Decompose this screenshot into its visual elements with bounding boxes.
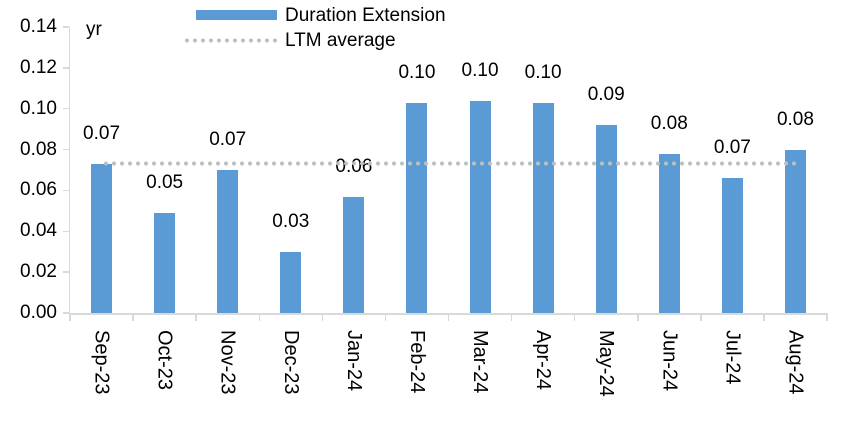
x-axis-tick [763,313,765,321]
bar-value-label-apr-24: 0.10 [524,61,562,83]
bar-jan-24 [343,196,365,313]
y-axis-tick [63,271,69,273]
bar-sep-23 [91,163,113,313]
bar-jun-24 [658,153,680,313]
bar-aug-24 [784,149,806,313]
bar-nov-23 [217,170,239,313]
x-axis-label-jun-24: Jun-24 [658,330,681,392]
bar-feb-24 [406,102,428,313]
legend-bar-swatch-icon [196,10,277,20]
x-axis-label-apr-24: Apr-24 [532,330,555,391]
x-axis-label-aug-24: Aug-24 [784,330,807,395]
bar-mar-24 [469,100,491,313]
x-axis-tick [384,313,387,321]
y-axis-tick [63,107,69,110]
x-axis-tick [700,313,702,321]
x-axis-label-feb-24: Feb-24 [405,330,428,394]
x-axis-tick [195,313,197,321]
y-axis-tick [63,148,69,151]
bar-jul-24 [721,178,743,313]
x-axis-tick [826,313,828,321]
y-axis-tick-label-0.04: 0.04 [20,220,57,242]
bar-value-label-jul-24: 0.07 [713,137,751,159]
bar-value-label-jun-24: 0.08 [650,112,688,134]
bar-value-label-may-24: 0.09 [587,84,625,106]
x-axis-label-nov-23: Nov-23 [216,330,239,395]
bar-value-label-oct-23: 0.05 [146,171,184,193]
legend-label-ltm-average: LTM average [285,30,396,51]
x-axis-label-jul-24: Jul-24 [721,330,744,385]
x-axis-label-oct-23: Oct-23 [153,330,176,391]
y-axis-tick-label-0.02: 0.02 [20,261,57,283]
y-axis-tick [63,230,69,233]
x-axis-tick [637,313,639,321]
legend-dotted-line-swatch-icon [183,38,277,43]
x-axis-label-jan-24: Jan-24 [342,330,365,392]
x-axis-tick [258,313,260,321]
y-axis-unit-label: yr [86,19,102,40]
x-axis-label-may-24: May-24 [595,330,618,397]
bar-oct-23 [154,212,176,313]
y-axis-tick [63,312,69,314]
bar-value-label-sep-23: 0.07 [83,122,121,144]
y-axis-line [68,27,70,313]
x-axis-label-dec-23: Dec-23 [279,330,302,395]
y-axis-tick-label-0.12: 0.12 [20,56,57,78]
x-axis-tick [321,313,324,321]
x-axis-label-mar-24: Mar-24 [469,330,492,394]
y-axis-tick-label-0.06: 0.06 [20,179,57,201]
y-axis-tick-label-0.14: 0.14 [20,16,57,37]
x-axis-tick [132,313,134,321]
y-axis-tick [63,189,69,192]
bar-value-label-jan-24: 0.06 [322,156,386,178]
x-axis-tick [447,313,450,321]
bar-value-label-mar-24: 0.10 [461,59,499,81]
x-axis-tick [573,313,576,321]
legend-label-duration-extension: Duration Extension [285,5,446,26]
y-axis-tick-label-0.00: 0.00 [20,302,57,323]
x-axis-tick [510,313,513,321]
x-axis-tick [69,313,71,321]
y-axis-tick [63,67,69,69]
bar-value-label-aug-24: 0.08 [776,108,814,130]
y-axis-tick-label-0.08: 0.08 [20,138,57,160]
y-axis-tick [63,26,69,28]
bar-value-label-nov-23: 0.07 [209,129,247,150]
bar-may-24 [595,125,617,313]
bar-value-label-feb-24: 0.10 [398,61,436,83]
ltm-average-line [101,161,800,167]
bar-value-label-dec-23: 0.03 [272,210,310,232]
bar-apr-24 [532,102,554,313]
y-axis-tick-label-0.10: 0.10 [20,97,57,119]
bar-dec-23 [280,251,302,313]
x-axis-label-sep-23: Sep-23 [90,330,113,395]
